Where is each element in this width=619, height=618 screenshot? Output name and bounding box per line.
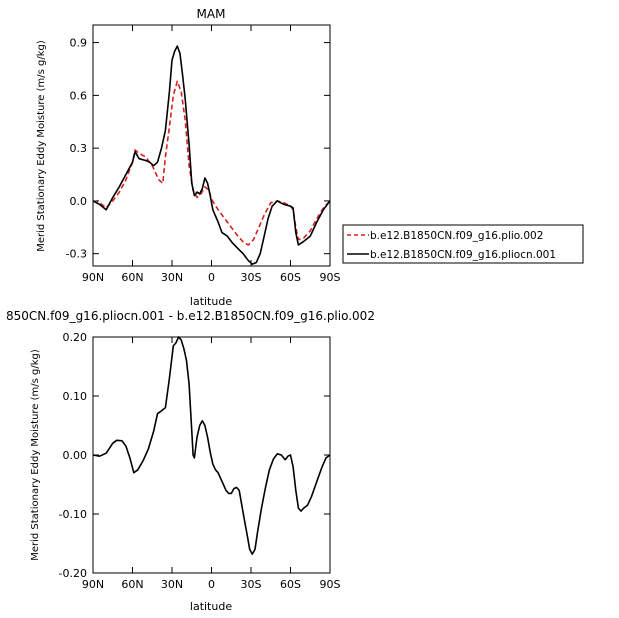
x-tick-label: 0	[208, 271, 215, 284]
x-tick-label: 30N	[161, 271, 183, 284]
legend: b.e12.B1850CN.f09_g16.plio.002 b.e12.B18…	[342, 224, 584, 264]
top-panel: MAM Merid Stationary Eddy Moisture (m/s …	[36, 7, 341, 308]
y-tick-label: 0.3	[70, 142, 88, 155]
x-tick-label: 90N	[82, 578, 104, 591]
y-tick-label: 0.0	[70, 195, 88, 208]
legend-box	[342, 224, 584, 264]
y-tick-label: -0.10	[59, 508, 87, 521]
y-axis-label: Merid Stationary Eddy Moisture (m/s g/kg…	[30, 349, 41, 561]
x-tick-label: 60S	[280, 271, 301, 284]
plot-frame	[92, 336, 331, 574]
series-line	[92, 45, 331, 265]
y-tick-label: 0.6	[70, 89, 88, 102]
bottom-panel: 850CN.f09_g16.pliocn.001 - b.e12.B1850CN…	[6, 309, 375, 613]
x-tick-label: 30S	[241, 271, 262, 284]
series-line	[92, 336, 331, 555]
x-tick-label: 30N	[161, 578, 183, 591]
y-tick-label: 0.00	[63, 449, 88, 462]
y-tick-label: 0.9	[70, 37, 88, 50]
x-axis-label: latitude	[190, 600, 232, 613]
plot-frame	[92, 24, 331, 267]
x-tick-label: 0	[208, 578, 215, 591]
series-group	[92, 336, 331, 555]
legend-label-plio-002: b.e12.B1850CN.f09_g16.plio.002	[370, 230, 543, 242]
x-tick-label: 90S	[320, 271, 341, 284]
difference-chart-title: 850CN.f09_g16.pliocn.001 - b.e12.B1850CN…	[6, 309, 375, 323]
y-tick-label: -0.20	[59, 567, 87, 580]
x-tick-label: 30S	[241, 578, 262, 591]
legend-label-pliocn-001: b.e12.B1850CN.f09_g16.pliocn.001	[370, 249, 556, 261]
y-tick-label: -0.3	[66, 248, 87, 261]
series-group	[92, 45, 331, 265]
x-tick-label: 60N	[121, 578, 143, 591]
chart-title: MAM	[197, 7, 226, 21]
x-tick-label: 60N	[121, 271, 143, 284]
y-tick-label: 0.10	[63, 390, 88, 403]
x-tick-label: 90S	[320, 578, 341, 591]
tick-group: 90N 60N 30N 0 30S 60S 90S 0.20 0.10 0.00 -0.10 -0.2…	[59, 331, 341, 591]
x-tick-label: 90N	[82, 271, 104, 284]
x-axis-label: latitude	[190, 295, 232, 308]
y-tick-label: 0.20	[63, 331, 88, 344]
y-axis-label: Merid Stationary Eddy Moisture (m/s g/kg…	[36, 40, 47, 252]
x-tick-label: 60S	[280, 578, 301, 591]
tick-group: 90N 60N 30N 0 30S 60S 90S 0.9 0.6 0.3 0.0 -0.3	[66, 25, 341, 284]
